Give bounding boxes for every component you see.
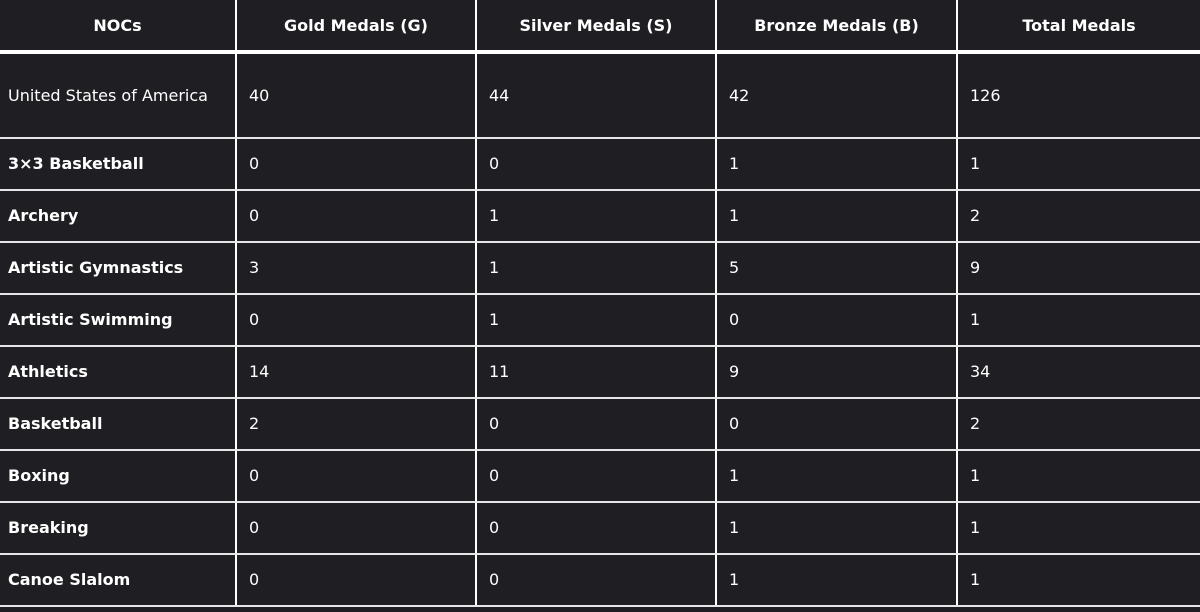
bronze-cell: 0 (716, 294, 958, 347)
silver-cell: 1 (476, 242, 717, 295)
sport-name-cell: Artistic Swimming (0, 294, 237, 347)
header-bronze-medals: Bronze Medals (B) (716, 0, 958, 54)
total-cell: 2 (957, 190, 1200, 243)
table-row: Basketball 2 0 0 2 (0, 398, 1200, 451)
sport-name-cell: Basketball (0, 398, 237, 451)
gold-cell: 3 (236, 242, 477, 295)
total-cell: 126 (957, 52, 1200, 139)
table-row: Canoe Slalom 0 0 1 1 (0, 554, 1200, 607)
total-cell: 1 (957, 294, 1200, 347)
table-row: Artistic Gymnastics 3 1 5 9 (0, 242, 1200, 295)
gold-cell: 14 (236, 346, 477, 399)
silver-cell: 44 (476, 52, 717, 139)
gold-cell: 0 (236, 502, 477, 555)
table-row: Artistic Swimming 0 1 0 1 (0, 294, 1200, 347)
bronze-cell: 0 (716, 398, 958, 451)
gold-cell: 0 (236, 450, 477, 503)
bronze-cell: 1 (716, 190, 958, 243)
silver-cell: 0 (476, 398, 717, 451)
sport-name-cell: Artistic Gymnastics (0, 242, 237, 295)
header-nocs: NOCs (0, 0, 237, 54)
total-cell: 1 (957, 554, 1200, 607)
total-cell: 9 (957, 242, 1200, 295)
table-row: 3×3 Basketball 0 0 1 1 (0, 138, 1200, 191)
bronze-cell: 1 (716, 502, 958, 555)
total-cell: 1 (957, 502, 1200, 555)
silver-cell: 1 (476, 294, 717, 347)
gold-cell: 0 (236, 190, 477, 243)
silver-cell: 1 (476, 190, 717, 243)
gold-cell: 0 (236, 554, 477, 607)
bronze-cell: 42 (716, 52, 958, 139)
sport-name-cell: Archery (0, 190, 237, 243)
bronze-cell: 1 (716, 138, 958, 191)
bronze-cell: 1 (716, 450, 958, 503)
gold-cell: 0 (236, 138, 477, 191)
sport-name-cell: Athletics (0, 346, 237, 399)
bronze-cell: 9 (716, 346, 958, 399)
table-row: Breaking 0 0 1 1 (0, 502, 1200, 555)
header-total-medals: Total Medals (957, 0, 1200, 54)
silver-cell: 0 (476, 450, 717, 503)
table-row: Athletics 14 11 9 34 (0, 346, 1200, 399)
bronze-cell: 5 (716, 242, 958, 295)
silver-cell: 0 (476, 502, 717, 555)
gold-cell: 0 (236, 294, 477, 347)
sport-name-cell: Canoe Slalom (0, 554, 237, 607)
sport-name-cell: Boxing (0, 450, 237, 503)
table-body: United States of America 40 44 42 126 3×… (0, 52, 1200, 607)
table-header: NOCs Gold Medals (G) Silver Medals (S) B… (0, 0, 1200, 54)
total-cell: 1 (957, 138, 1200, 191)
noc-name-cell: United States of America (0, 52, 237, 139)
sport-name-cell: Breaking (0, 502, 237, 555)
total-cell: 1 (957, 450, 1200, 503)
bronze-cell: 1 (716, 554, 958, 607)
header-silver-medals: Silver Medals (S) (476, 0, 717, 54)
table-row: Boxing 0 0 1 1 (0, 450, 1200, 503)
sport-name-cell: 3×3 Basketball (0, 138, 237, 191)
gold-cell: 2 (236, 398, 477, 451)
header-gold-medals: Gold Medals (G) (236, 0, 477, 54)
silver-cell: 0 (476, 554, 717, 607)
total-cell: 2 (957, 398, 1200, 451)
total-cell: 34 (957, 346, 1200, 399)
silver-cell: 0 (476, 138, 717, 191)
table-row: United States of America 40 44 42 126 (0, 52, 1200, 139)
silver-cell: 11 (476, 346, 717, 399)
header-row: NOCs Gold Medals (G) Silver Medals (S) B… (0, 0, 1200, 54)
gold-cell: 40 (236, 52, 477, 139)
table-row: Archery 0 1 1 2 (0, 190, 1200, 243)
